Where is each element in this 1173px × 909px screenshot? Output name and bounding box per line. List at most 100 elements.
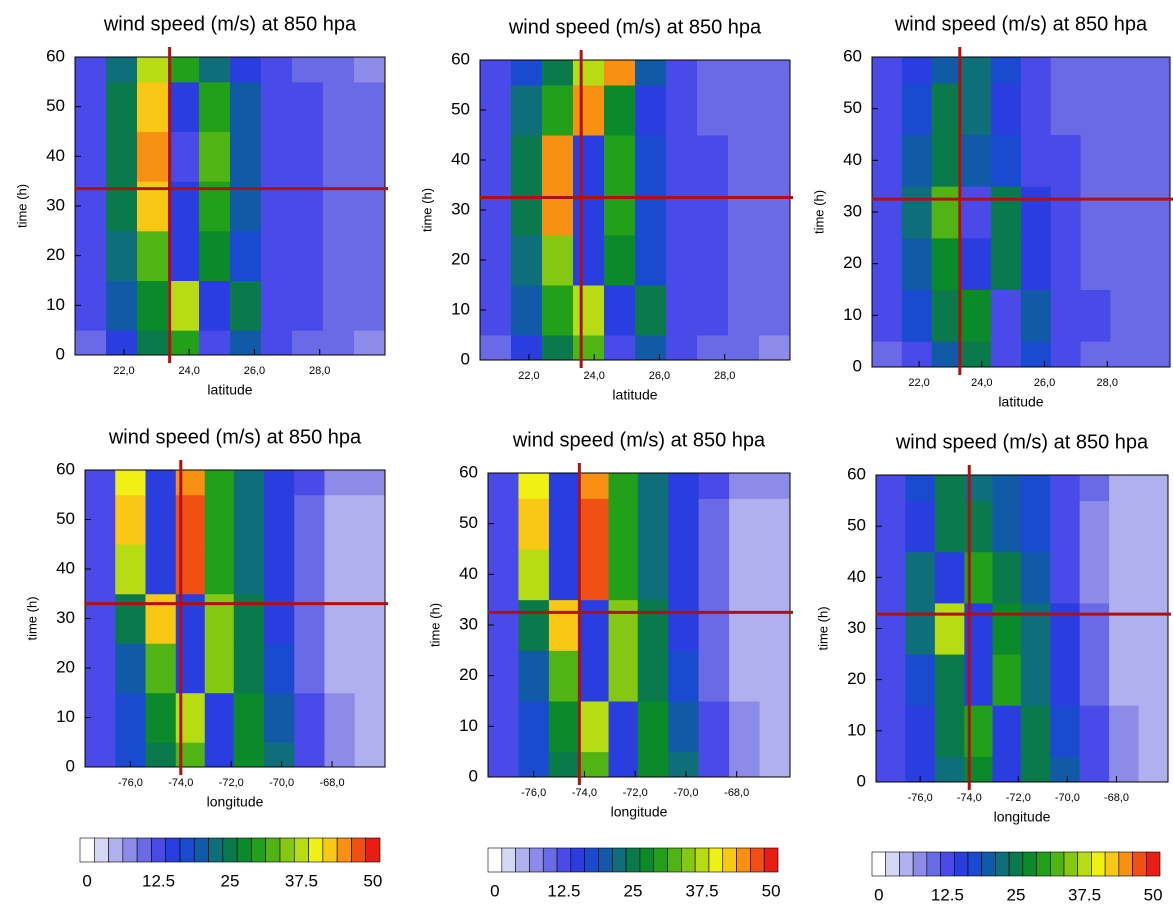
- y-tick-label: 30: [46, 195, 65, 214]
- cell: [261, 81, 293, 132]
- cell: [323, 131, 355, 182]
- cell: [579, 498, 610, 550]
- cell: [1021, 186, 1052, 239]
- y-axis-label: time (h): [419, 188, 434, 232]
- cell: [1021, 134, 1052, 187]
- cell: [579, 751, 610, 778]
- colorbar-box: [542, 847, 558, 873]
- chart-title: wind speed (m/s) at 850 hpa: [508, 16, 762, 38]
- cell: [1050, 705, 1081, 757]
- x-tick-label: -68,0: [1104, 792, 1129, 804]
- cell: [204, 692, 235, 743]
- cell: [548, 599, 580, 651]
- cell: [261, 330, 293, 356]
- colorbar-box: [885, 851, 900, 877]
- x-tick-label: 22,0: [113, 365, 134, 377]
- cell: [324, 742, 356, 768]
- cell: [697, 285, 729, 336]
- colorbar-box: [251, 837, 267, 863]
- cell: [666, 185, 698, 236]
- colorbar-box: [336, 837, 352, 863]
- cell: [991, 134, 1022, 187]
- cell: [542, 85, 574, 136]
- cell: [934, 756, 965, 783]
- cell: [542, 185, 574, 236]
- cell: [261, 131, 293, 182]
- colorbar-box: [1022, 851, 1037, 877]
- x-axis-label: latitude: [998, 394, 1043, 410]
- cell: [698, 549, 730, 601]
- cell: [137, 280, 169, 331]
- cell: [548, 498, 580, 550]
- cell: [635, 85, 667, 136]
- x-axis-label: longitude: [611, 804, 668, 820]
- y-tick-label: 60: [843, 46, 862, 65]
- cell: [488, 473, 519, 499]
- cell: [697, 60, 729, 86]
- y-tick-label: 0: [56, 344, 65, 363]
- colorbar-box: [1077, 851, 1092, 877]
- colorbar-box: [279, 837, 295, 863]
- cell: [1140, 186, 1171, 239]
- cell: [542, 335, 574, 361]
- cell: [542, 135, 574, 186]
- cell: [323, 280, 355, 331]
- cell: [261, 57, 293, 83]
- cell: [145, 593, 177, 644]
- cell: [263, 593, 295, 644]
- cell: [1079, 475, 1110, 502]
- colorbar-box: [722, 847, 737, 873]
- cell: [1079, 500, 1110, 553]
- cell: [992, 475, 1022, 502]
- colorbar-tick-label: 50: [1144, 885, 1163, 904]
- x-tick-label: 28,0: [1097, 377, 1118, 389]
- cell: [204, 593, 235, 644]
- cell: [292, 280, 324, 331]
- y-tick-label: 60: [847, 464, 866, 483]
- cell: [573, 235, 605, 286]
- cell: [115, 593, 147, 644]
- chart-title: wind speed (m/s) at 850 hpa: [512, 429, 766, 451]
- panel: 0 10 20 30 40 50 60 22,0 24,0 26,0 28,0 wind speed …: [811, 13, 1173, 410]
- cell: [145, 643, 177, 694]
- cell: [354, 81, 386, 132]
- colorbar-box: [193, 837, 209, 863]
- colorbar-box: [967, 851, 983, 877]
- cell: [637, 498, 669, 550]
- cell: [511, 285, 543, 336]
- colorbar-box: [1118, 851, 1133, 877]
- colorbar-box: [322, 837, 338, 863]
- cell: [608, 650, 639, 702]
- cell: [137, 81, 169, 132]
- cell: [354, 330, 386, 356]
- cell: [115, 494, 147, 545]
- cell: [697, 185, 729, 236]
- cell: [168, 81, 200, 132]
- cell: [991, 82, 1022, 135]
- cell: [1021, 82, 1052, 135]
- cell: [204, 643, 235, 694]
- cell: [204, 494, 235, 545]
- cell: [901, 82, 933, 135]
- y-tick-label: 10: [843, 305, 862, 324]
- cell: [548, 549, 580, 601]
- cell: [518, 650, 550, 702]
- cell: [1021, 289, 1052, 342]
- cell: [573, 335, 605, 361]
- colorbar-box: [611, 847, 627, 873]
- cell: [1020, 756, 1051, 783]
- cell: [931, 186, 962, 239]
- colorbar-box: [208, 837, 224, 863]
- colorbar-tick-label: 12.5: [547, 881, 580, 900]
- cell: [666, 235, 698, 286]
- cell: [635, 285, 667, 336]
- cell: [511, 60, 543, 86]
- cell: [1140, 237, 1171, 290]
- x-tick-label: -68,0: [724, 787, 749, 799]
- x-tick-label: -72,0: [1006, 792, 1031, 804]
- cell: [668, 650, 700, 702]
- cell: [934, 602, 965, 655]
- cell: [635, 335, 667, 361]
- cell: [1080, 289, 1111, 342]
- cell: [354, 544, 386, 595]
